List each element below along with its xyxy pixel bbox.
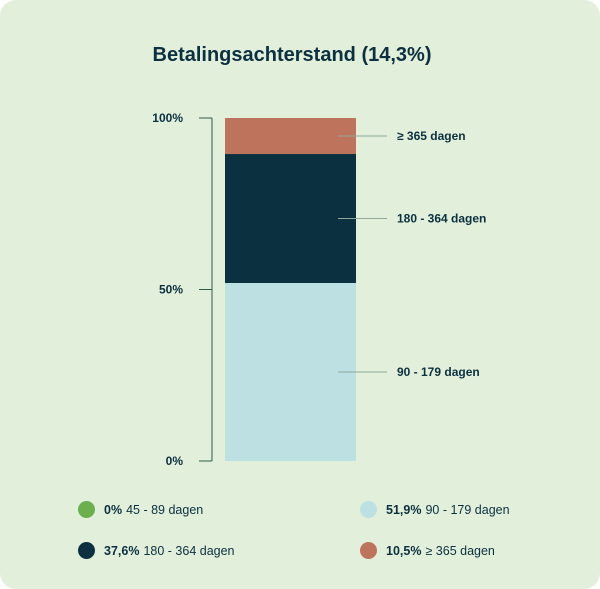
chart-title: Betalingsachterstand (14,3%) (152, 44, 432, 66)
y-tick-label: 100% (152, 111, 183, 125)
y-tick-label: 0% (166, 454, 184, 468)
segment-label: ≥ 365 dagen (397, 129, 466, 143)
bar-segment (225, 154, 356, 283)
bar-segment (225, 282, 356, 461)
y-tick-label: 50% (159, 283, 183, 297)
bar-segment (225, 118, 356, 155)
segment-label: 90 - 179 dagen (397, 365, 480, 379)
segment-label: 180 - 364 dagen (397, 211, 486, 225)
